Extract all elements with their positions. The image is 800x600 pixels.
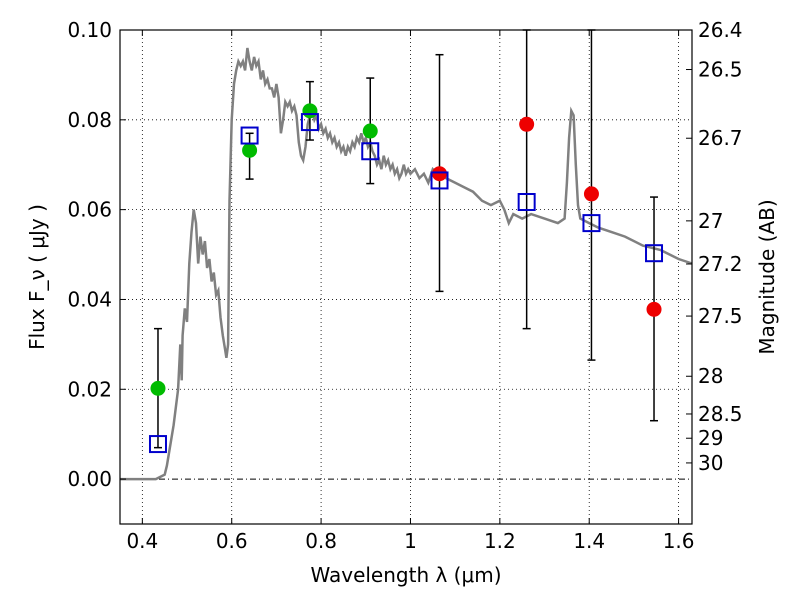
y-tick-label: 0.00 (67, 467, 112, 491)
y-axis-label: Flux F_ν ( μJy ) (25, 204, 49, 350)
observed-point (362, 123, 378, 139)
y-tick-label: 0.06 (67, 198, 112, 222)
right-tick-label: 26.7 (698, 126, 743, 150)
right-tick-label: 30 (698, 451, 723, 475)
y-tick-label: 0.08 (67, 108, 112, 132)
plot-frame (119, 29, 693, 525)
right-tick-label: 29 (698, 426, 723, 450)
right-tick-label: 27.2 (698, 252, 743, 276)
x-tick-label: 1.2 (484, 529, 516, 553)
x-tick-label: 0.6 (216, 529, 248, 553)
x-tick-label: 1 (404, 529, 417, 553)
observed-point (583, 186, 599, 202)
model-point (240, 126, 259, 145)
x-tick-label: 1.6 (663, 529, 695, 553)
model-point (430, 171, 449, 190)
right-tick-label: 26.4 (698, 18, 743, 42)
model-point (148, 435, 167, 454)
sed-curve (120, 47, 693, 481)
y-right-axis-label: Magnitude (AB) (755, 199, 779, 354)
x-tick-label: 1.4 (573, 529, 605, 553)
model-point (517, 193, 536, 212)
observed-point (432, 166, 448, 182)
model-points (148, 113, 664, 454)
right-tick-label: 28.5 (698, 402, 743, 426)
observed-point (302, 103, 318, 119)
axis-ticks: 0.4 0.6 0.8 1 1.2 1.4 1.6 0.00 0.02 0.04 0.06 0.08 0… (67, 18, 742, 553)
y-tick-label: 0.10 (67, 18, 112, 42)
model-point (645, 244, 664, 263)
observed-point (150, 380, 166, 396)
model-point (361, 142, 380, 161)
model-point (582, 214, 601, 233)
right-tick-label: 27.5 (698, 304, 743, 328)
observed-point (519, 116, 535, 132)
observed-point (242, 142, 258, 158)
y-tick-label: 0.02 (67, 377, 112, 401)
x-axis-label: Wavelength λ (μm) (310, 563, 501, 587)
y-tick-label: 0.04 (67, 287, 112, 311)
right-tick-label: 26.5 (698, 58, 743, 82)
model-point (300, 113, 319, 132)
right-tick-label: 28 (698, 364, 723, 388)
x-tick-label: 0.8 (305, 529, 337, 553)
x-tick-label: 0.4 (126, 529, 158, 553)
observed-points (150, 103, 662, 396)
observed-point (646, 301, 662, 317)
right-tick-label: 27 (698, 209, 723, 233)
